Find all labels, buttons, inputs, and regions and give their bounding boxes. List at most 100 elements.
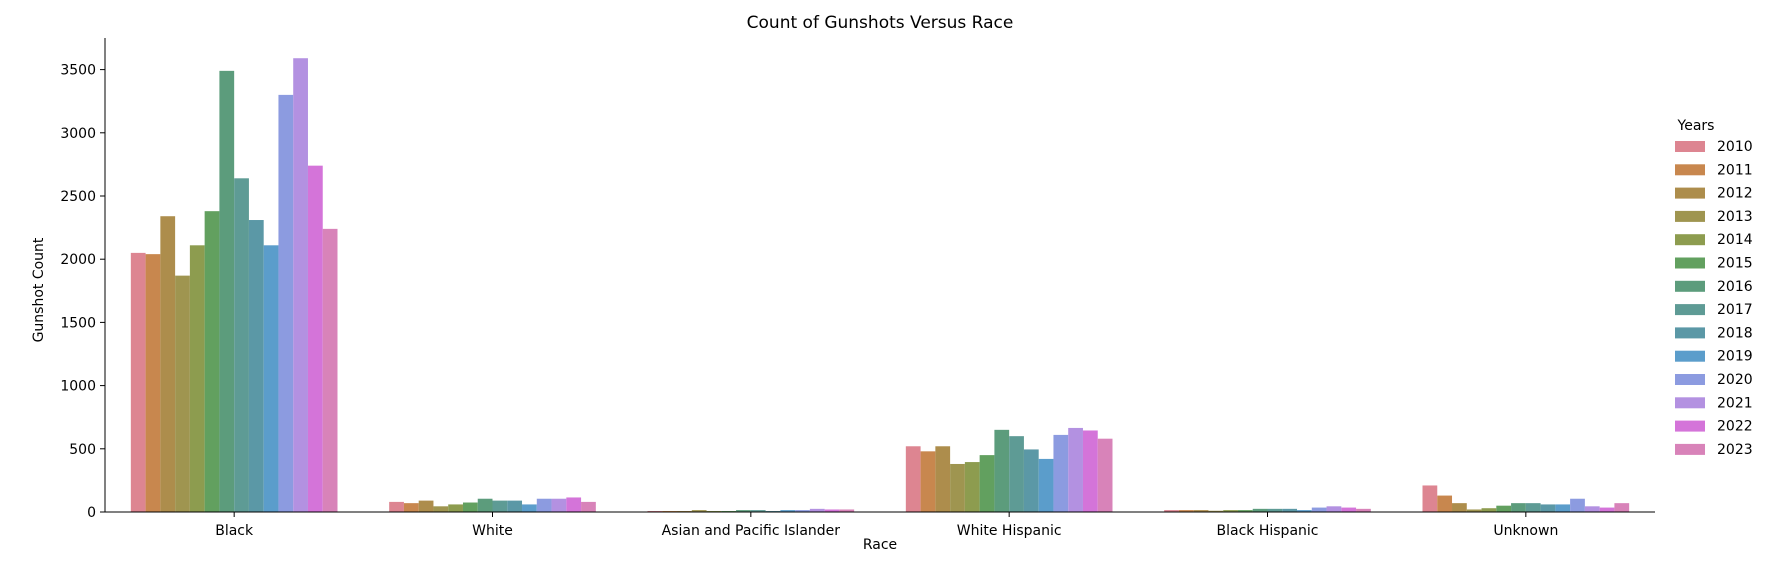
legend-label: 2019 — [1717, 349, 1753, 365]
y-tick-label: 0 — [87, 505, 96, 521]
bar — [994, 429, 1010, 512]
bar — [189, 245, 205, 513]
legend-swatch — [1675, 327, 1705, 339]
legend-label: 2018 — [1717, 325, 1753, 341]
bar — [1252, 508, 1268, 512]
y-axis-label: Gunshot Count — [31, 237, 47, 342]
legend-swatch — [1675, 420, 1705, 432]
legend-swatch — [1675, 141, 1705, 152]
legend-label: 2011 — [1717, 162, 1753, 178]
x-tick-label: White Hispanic — [957, 523, 1062, 539]
bar — [824, 509, 840, 512]
bar — [721, 510, 737, 512]
legend-items: 2010 2011 2012 2013 2014 2015 2016 2017 2018 2019… — [1675, 139, 1753, 458]
bar — [1164, 510, 1179, 512]
bar — [1193, 510, 1209, 512]
legend-label: 2023 — [1717, 442, 1753, 458]
legend-label: 2020 — [1717, 372, 1753, 388]
bar — [581, 501, 596, 512]
bar — [677, 510, 692, 512]
legend-swatch — [1675, 210, 1705, 222]
legend-swatch — [1675, 397, 1705, 409]
bar — [1437, 495, 1453, 512]
legend-swatch — [1675, 234, 1705, 246]
x-tick-label: Unknown — [1493, 523, 1558, 539]
bar — [278, 94, 294, 512]
bar — [389, 501, 404, 512]
legend-label: 2021 — [1717, 395, 1753, 411]
y-tick-label: 1500 — [60, 315, 96, 331]
bar — [1223, 510, 1238, 512]
legend-swatch — [1675, 304, 1705, 316]
bar — [234, 178, 249, 513]
bar — [1038, 458, 1054, 512]
y-tick-label: 3500 — [60, 63, 96, 79]
bar — [647, 510, 663, 512]
bar — [130, 252, 146, 512]
bar — [418, 500, 434, 512]
bar — [1496, 505, 1512, 512]
bar — [780, 510, 796, 512]
x-axis: Black White Asian and Pacific Islander Whit… — [105, 511, 1655, 539]
bar — [1326, 506, 1342, 512]
bar — [433, 506, 449, 512]
bar — [795, 510, 810, 512]
chart-title: Count of Gunshots Versus Race — [747, 13, 1014, 33]
bar — [1282, 508, 1298, 512]
legend-swatch — [1675, 164, 1705, 176]
x-tick-label: Black — [215, 523, 254, 539]
bar — [1452, 503, 1467, 512]
bar — [1511, 503, 1526, 512]
bar — [1614, 503, 1630, 512]
bar — [809, 508, 825, 512]
bar — [691, 510, 707, 512]
bar — [477, 498, 493, 512]
legend-swatch — [1675, 374, 1705, 385]
bars-layer — [130, 58, 1630, 513]
bar — [263, 245, 279, 513]
legend-swatch — [1675, 187, 1705, 199]
bar — [765, 510, 781, 512]
bar — [1584, 506, 1600, 512]
y-tick-label: 2000 — [60, 252, 96, 268]
bar — [403, 503, 419, 512]
bar — [750, 510, 766, 512]
legend-swatch — [1675, 280, 1705, 292]
bar — [920, 451, 936, 512]
legend-label: 2014 — [1717, 232, 1753, 248]
x-axis-label: Race — [863, 537, 897, 553]
bar — [1481, 508, 1497, 512]
bar — [551, 498, 567, 512]
bar — [1082, 430, 1098, 512]
bar — [1267, 508, 1283, 512]
bar — [307, 165, 323, 512]
bar — [839, 509, 855, 512]
bar — [219, 70, 235, 513]
bar — [1341, 507, 1357, 512]
legend-label: 2012 — [1717, 186, 1753, 202]
bar — [1009, 436, 1024, 512]
bar — [1053, 434, 1069, 512]
bar — [160, 216, 176, 512]
bar — [1311, 507, 1327, 512]
y-tick-label: 2500 — [60, 189, 96, 205]
bar — [736, 510, 751, 512]
y-axis: 0 500 1000 1500 2000 2500 3000 3500 — [60, 38, 106, 521]
bar — [1237, 510, 1253, 512]
bar — [1466, 509, 1482, 512]
bar — [522, 504, 537, 512]
bar — [662, 510, 678, 512]
bar — [492, 500, 508, 512]
legend-label: 2015 — [1717, 256, 1753, 272]
bar — [950, 463, 965, 512]
legend-label: 2022 — [1717, 419, 1753, 435]
bar — [1540, 504, 1556, 512]
bar — [1208, 510, 1224, 512]
y-tick-label: 3000 — [60, 126, 96, 142]
legend-swatch — [1675, 350, 1705, 362]
x-tick-label: White — [472, 523, 513, 539]
legend-label: 2016 — [1717, 279, 1753, 295]
bar — [1023, 449, 1039, 512]
bar — [448, 504, 463, 512]
bar — [1555, 504, 1571, 512]
